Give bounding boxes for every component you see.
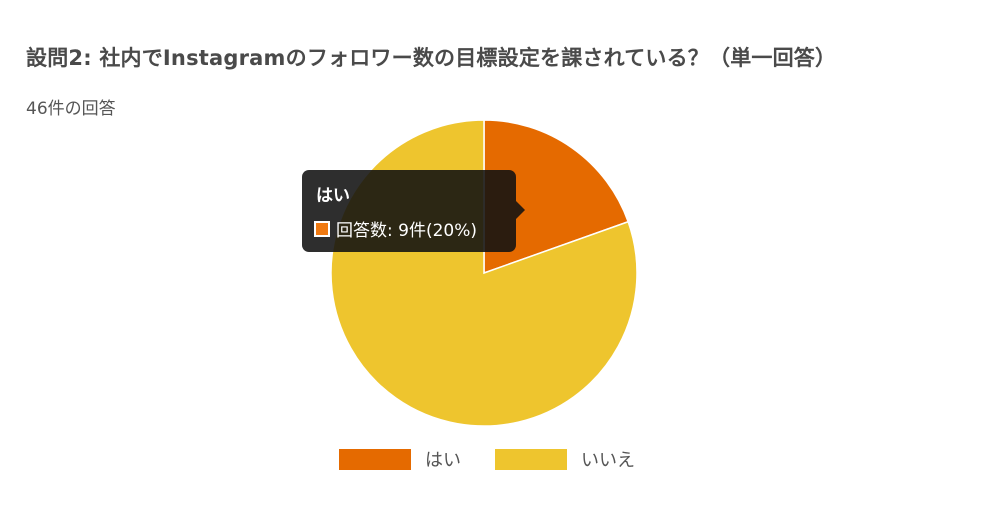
legend-item-no[interactable]: いいえ <box>495 446 635 472</box>
legend-swatch-no <box>495 448 567 470</box>
pie-slice-yes[interactable] <box>483 119 630 275</box>
legend: はい いいえ <box>339 446 669 472</box>
legend-label-no: いいえ <box>581 450 635 471</box>
slice-tooltip: はい 回答数: 9件(20%) <box>302 170 525 252</box>
legend-item-yes[interactable]: はい <box>339 446 461 472</box>
response-count: 46件の回答 <box>26 99 116 119</box>
tooltip-arrow <box>516 201 525 219</box>
tooltip-value-text: 回答数: 9件(20%) <box>336 221 477 241</box>
tooltip-title: はい <box>316 186 350 206</box>
legend-label-yes: はい <box>425 450 461 471</box>
tooltip-swatch <box>314 220 330 237</box>
tooltip-row: 回答数: 9件(20%) <box>314 216 477 241</box>
chart-title: 設問2: 社内でInstagramのフォロワー数の目標設定を課されている？（単一… <box>26 46 837 70</box>
legend-swatch-yes <box>339 448 411 470</box>
